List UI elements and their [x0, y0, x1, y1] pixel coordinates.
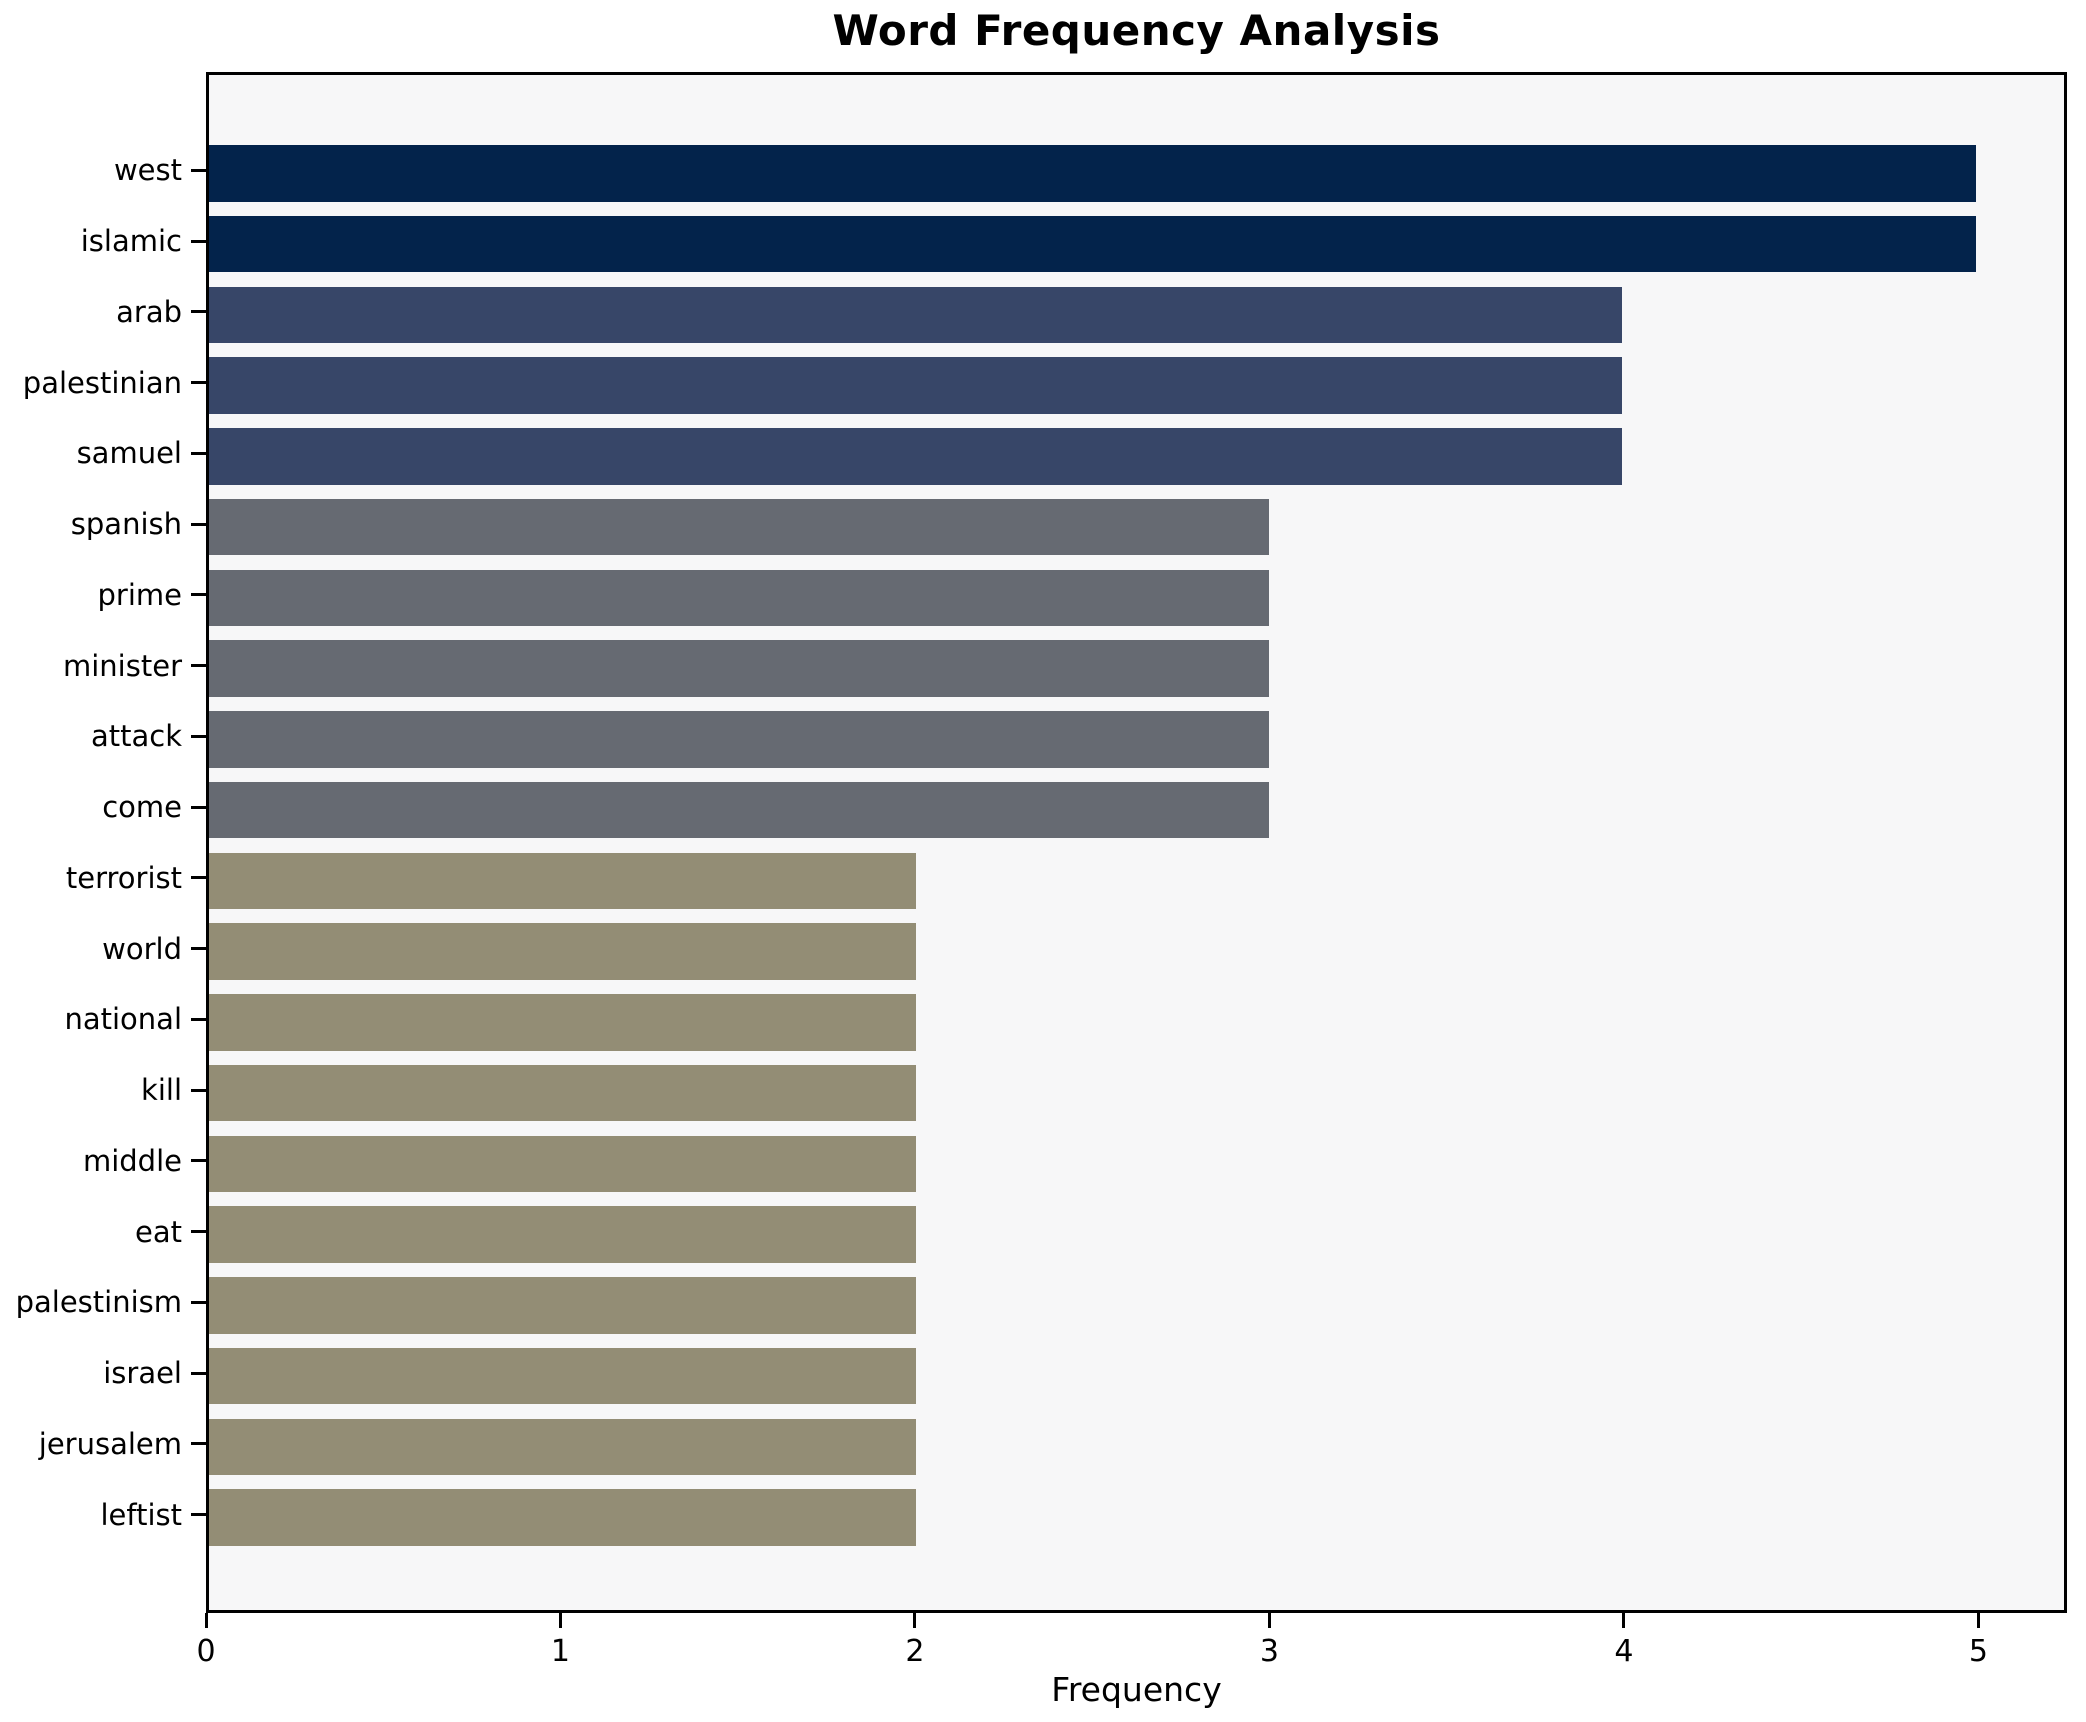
y-tick-label-arab: arab — [116, 294, 182, 329]
y-tick-mark — [191, 168, 206, 172]
bar-middle — [209, 1135, 916, 1193]
bar-prime — [209, 569, 1269, 627]
x-axis-label: Frequency — [1051, 1670, 1222, 1709]
bar-national — [209, 994, 916, 1051]
y-tick-label-israel: israel — [103, 1356, 182, 1391]
y-tick-label-minister: minister — [63, 648, 182, 683]
y-tick-mark — [191, 239, 206, 243]
y-tick-mark — [191, 1442, 206, 1446]
y-tick-label-west: west — [113, 153, 182, 188]
bar-world — [209, 923, 916, 980]
bar-israel — [209, 1347, 916, 1405]
x-tick-label: 0 — [196, 1634, 216, 1669]
y-tick-label-terrorist: terrorist — [65, 860, 182, 895]
y-tick-label-come: come — [102, 790, 182, 825]
y-tick-label-spanish: spanish — [70, 507, 182, 542]
x-tick-mark — [913, 1613, 917, 1628]
y-tick-mark — [191, 876, 206, 880]
bar-attack — [209, 711, 1269, 768]
bar-kill — [209, 1064, 916, 1122]
y-tick-label-jerusalem: jerusalem — [38, 1426, 182, 1461]
y-tick-mark — [191, 1513, 206, 1517]
y-tick-label-attack: attack — [90, 719, 182, 754]
y-tick-label-eat: eat — [135, 1214, 182, 1249]
bar-come — [209, 781, 1269, 839]
y-tick-mark — [191, 1088, 206, 1092]
y-tick-mark — [191, 593, 206, 597]
y-tick-label-world: world — [102, 931, 182, 966]
bar-arab — [209, 286, 1623, 344]
y-tick-mark — [191, 947, 206, 951]
x-tick-mark — [1267, 1613, 1271, 1628]
bar-islamic — [209, 215, 1976, 273]
y-tick-label-middle: middle — [82, 1143, 182, 1178]
bar-palestinism — [209, 1277, 916, 1334]
bar-jerusalem — [209, 1418, 916, 1476]
y-tick-mark — [191, 381, 206, 385]
y-tick-mark — [191, 1159, 206, 1163]
x-tick-mark — [558, 1613, 562, 1628]
bar-samuel — [209, 428, 1623, 485]
y-tick-mark — [191, 451, 206, 455]
y-tick-label-samuel: samuel — [76, 436, 182, 471]
bar-leftist — [209, 1489, 916, 1546]
x-tick-mark — [204, 1613, 208, 1628]
y-tick-mark — [191, 734, 206, 738]
bar-eat — [209, 1206, 916, 1263]
y-tick-mark — [191, 805, 206, 809]
y-tick-mark — [191, 1230, 206, 1234]
x-tick-label: 5 — [1968, 1634, 1988, 1669]
chart-title: Word Frequency Analysis — [832, 6, 1441, 55]
x-tick-label: 4 — [1614, 1634, 1634, 1669]
y-tick-mark — [191, 310, 206, 314]
x-tick-label: 3 — [1259, 1634, 1279, 1669]
y-tick-label-leftist: leftist — [100, 1497, 182, 1532]
x-tick-label: 1 — [550, 1634, 571, 1669]
y-tick-label-palestinism: palestinism — [15, 1285, 182, 1320]
y-tick-mark — [191, 522, 206, 526]
y-tick-mark — [191, 1017, 206, 1021]
y-tick-label-prime: prime — [97, 577, 182, 612]
x-tick-mark — [1976, 1613, 1980, 1628]
y-tick-label-kill: kill — [141, 1073, 182, 1108]
x-tick-mark — [1622, 1613, 1626, 1628]
y-tick-label-national: national — [64, 1002, 182, 1037]
bar-terrorist — [209, 852, 916, 910]
y-tick-mark — [191, 1371, 206, 1375]
bar-west — [209, 145, 1976, 202]
bar-minister — [209, 640, 1269, 697]
bar-palestinian — [209, 357, 1623, 414]
y-tick-mark — [191, 1300, 206, 1304]
bar-spanish — [209, 498, 1269, 556]
plot-area — [206, 72, 2067, 1613]
y-tick-label-palestinian: palestinian — [22, 365, 182, 400]
y-tick-mark — [191, 664, 206, 668]
x-tick-label: 2 — [905, 1634, 925, 1669]
y-tick-label-islamic: islamic — [80, 224, 182, 259]
